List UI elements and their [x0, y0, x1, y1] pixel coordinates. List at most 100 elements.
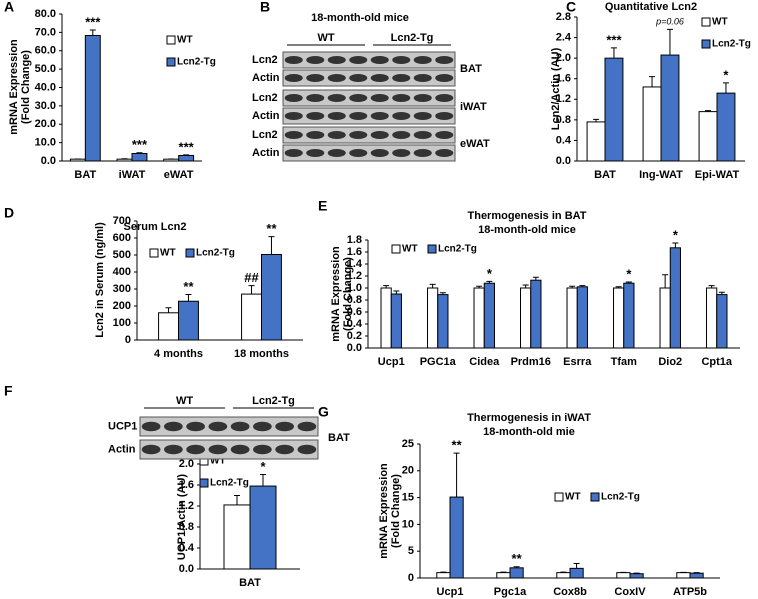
error-bar	[625, 281, 632, 284]
y-axis-label: UCP1/Actin (AU)	[176, 474, 188, 561]
legend-swatch	[149, 248, 159, 258]
significance-label: ***	[179, 139, 195, 154]
y-axis-label: mRNA Expression	[8, 39, 20, 135]
y-tick-label: 0.0	[41, 155, 56, 167]
error-bar	[569, 285, 576, 288]
bar	[178, 154, 195, 162]
error-bar	[610, 47, 617, 59]
y-tick-label: 10.0	[35, 137, 56, 149]
x-tick-label: 4 months	[154, 348, 203, 360]
blot-band	[284, 131, 303, 139]
blot-band	[275, 444, 294, 455]
row-label: Actin	[252, 110, 280, 122]
row-label: Actin	[108, 443, 136, 455]
panel-letter: D	[4, 205, 14, 221]
blot-band	[349, 149, 368, 157]
error-bar	[393, 290, 400, 294]
error-bar	[476, 285, 483, 288]
bar	[642, 86, 662, 162]
blot-band	[435, 131, 454, 139]
y-tick-label: 0.2	[347, 330, 362, 342]
significance-label: ***	[85, 14, 101, 29]
y-tick-label: 1.6	[347, 246, 362, 258]
legend-label: Lcn2-Tg	[210, 478, 249, 489]
blot-band	[284, 112, 303, 120]
x-tick-label: Tfam	[611, 356, 638, 368]
bar	[576, 286, 588, 349]
error-bar	[383, 285, 390, 288]
y-tick-label: 0.8	[556, 114, 571, 126]
y-axis-label: (Fold Change)	[390, 474, 402, 548]
error-bar	[260, 474, 266, 487]
legend-label: Lcn2-Tg	[177, 57, 216, 68]
chart-title: Serum Lcn2	[124, 221, 187, 233]
blot-strip	[282, 144, 456, 162]
legend-swatch	[701, 17, 711, 27]
error-bar	[522, 284, 529, 288]
error-bar	[165, 307, 172, 313]
y-tick-label: 600	[113, 232, 131, 244]
blot-band	[186, 421, 205, 432]
significance-label: ***	[606, 32, 622, 47]
x-tick-label: Pgc1a	[494, 586, 527, 598]
legend-label: Lcn2-Tg	[712, 39, 751, 50]
bar	[427, 287, 439, 349]
x-tick-label: Prdm16	[511, 356, 551, 368]
x-tick-label: eWAT	[164, 169, 194, 181]
blot-band	[413, 56, 432, 64]
significance-label: *	[673, 227, 679, 242]
x-tick-label: Cidea	[469, 356, 500, 368]
legend-swatch	[391, 244, 401, 254]
blot-band	[164, 421, 183, 432]
blot-band	[370, 56, 389, 64]
blot-band	[370, 74, 389, 82]
blot-band	[327, 112, 346, 120]
error-bar	[560, 571, 567, 573]
bar	[586, 121, 606, 162]
significance-label: p=0.06	[655, 17, 684, 27]
blot-band	[297, 421, 317, 432]
legend-swatch	[590, 492, 600, 502]
legend-label: Lcn2-Tg	[601, 492, 640, 503]
blot-band	[413, 94, 432, 102]
bar	[116, 158, 133, 162]
bar	[676, 572, 691, 579]
x-tick-label: Ucp1	[437, 586, 464, 598]
y-tick-label: 100	[113, 317, 131, 329]
x-tick-label: Cox8b	[553, 586, 587, 598]
blot-band	[349, 112, 368, 120]
y-tick-label: 80.0	[35, 8, 56, 20]
error-bar	[666, 28, 673, 56]
blot-band	[253, 444, 272, 455]
blot-band	[392, 94, 411, 102]
x-tick-label: ATP5b	[673, 586, 707, 598]
blot-strip	[282, 126, 456, 144]
error-bar	[662, 274, 669, 288]
legend-label: WT	[565, 492, 581, 503]
error-bar	[722, 82, 729, 94]
panel-letter: E	[318, 198, 327, 214]
legend-label: WT	[402, 244, 418, 255]
y-tick-label: 2.0	[556, 52, 571, 64]
y-tick-label: 20.0	[35, 118, 56, 130]
y-axis-label: (Fold Change)	[342, 257, 354, 331]
blot-band	[392, 112, 411, 120]
blot-band	[306, 74, 325, 82]
row-label: Lcn2	[252, 54, 278, 66]
blot-band	[208, 421, 228, 432]
y-tick-label: 2.0	[179, 458, 194, 470]
y-tick-label: 2.8	[556, 11, 571, 23]
error-bar	[486, 280, 493, 284]
blot-band	[306, 94, 325, 102]
x-tick-label: BAT	[239, 577, 261, 589]
blot-band	[327, 131, 346, 139]
x-tick-label: CoxIV	[614, 586, 646, 598]
y-tick-label: 1.2	[347, 270, 362, 282]
x-tick-label: PGC1a	[420, 356, 457, 368]
blot-band	[306, 112, 325, 120]
blot-band	[435, 112, 454, 120]
y-tick-label: 0	[125, 334, 131, 346]
blot-strip	[139, 439, 319, 460]
blot-band	[327, 94, 346, 102]
